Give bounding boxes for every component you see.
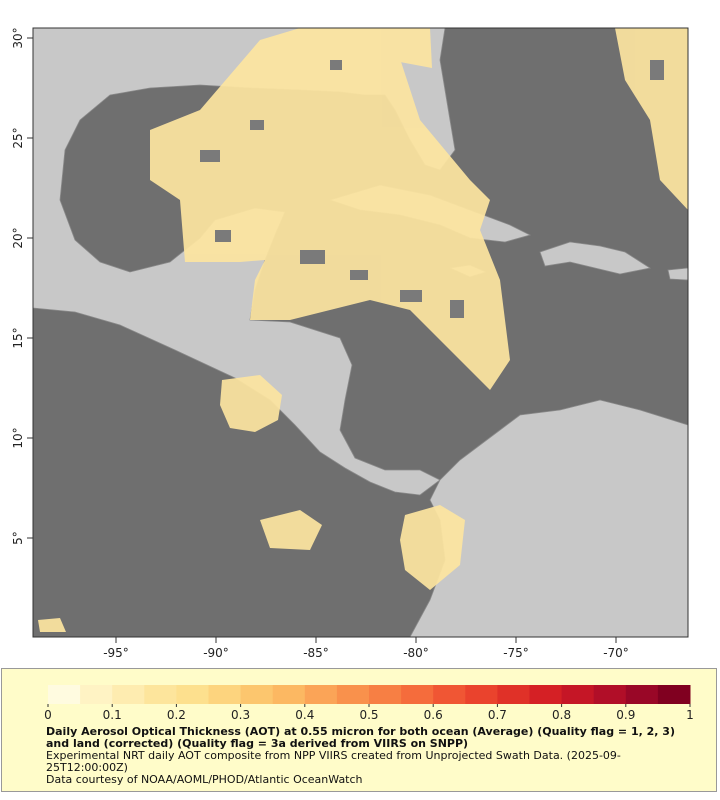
y-tick-label: 25° [11, 127, 25, 148]
colorbar-swatch [593, 685, 627, 704]
colorbar-swatch [272, 685, 306, 704]
colorbar-swatch [401, 685, 434, 704]
aot-pacific [220, 375, 282, 432]
legend-panel: 0 0.1 0.2 0.3 0.4 0.5 0.6 0.7 0.8 0.9 1 [1, 668, 717, 792]
map-layers [33, 28, 688, 637]
colorbar-swatch [529, 685, 563, 704]
x-tick-label: -90° [203, 646, 229, 660]
colorbar-swatch [561, 685, 595, 704]
colorbar-swatch [336, 685, 370, 704]
colorbar-swatch [208, 685, 242, 704]
colorbar-tick-label: 0.5 [359, 708, 378, 722]
colorbar-tick-label: 0.7 [488, 708, 507, 722]
axis-ticks: -95° -90° -85° -80° -75° -70° 5° 10° 15° 20° 25° 30… [11, 27, 629, 660]
colorbar-tick-label: 0.8 [552, 708, 571, 722]
colorbar-swatch [497, 685, 530, 704]
hispaniola [539, 241, 652, 275]
aot-east [615, 28, 688, 210]
aot-south-3 [38, 618, 66, 632]
colorbar-tick-label: 1 [686, 708, 694, 722]
colorbar-tick-label: 0.3 [231, 708, 250, 722]
colorbar-swatch [433, 685, 466, 704]
caption: Daily Aerosol Optical Thickness (AOT) at… [46, 726, 686, 786]
colorbar: 0 0.1 0.2 0.3 0.4 0.5 0.6 0.7 0.8 0.9 1 [44, 685, 694, 722]
map-panel: -95° -90° -85° -80° -75° -70° 5° 10° 15° 20° 25° 30… [11, 27, 689, 660]
x-tick-label: -80° [403, 646, 429, 660]
x-tick-label: -85° [303, 646, 329, 660]
colorbar-tick-label: 0.9 [616, 708, 635, 722]
caption-line: Experimental NRT daily AOT composite fro… [46, 749, 621, 774]
x-tick-label: -75° [503, 646, 529, 660]
colorbar-tick-label: 0.1 [103, 708, 122, 722]
aot-top [388, 28, 432, 68]
colorbar-tick-label: 0.4 [295, 708, 314, 722]
colorbar-swatch [176, 685, 209, 704]
y-tick-label: 5° [11, 531, 25, 545]
aot-south-2 [400, 505, 465, 590]
colorbar-swatch [304, 685, 338, 704]
caption-title: Daily Aerosol Optical Thickness (AOT) at… [46, 725, 675, 750]
colorbar-swatch [369, 685, 402, 704]
colorbar-swatch [625, 685, 659, 704]
colorbar-tick-label: 0.2 [167, 708, 186, 722]
aot-gaps [200, 60, 664, 318]
colorbar-swatch [144, 685, 177, 704]
y-tick-label: 20° [11, 227, 25, 248]
colorbar-swatch [240, 685, 274, 704]
colorbar-swatch [80, 685, 113, 704]
colorbar-tick-label: 0.6 [424, 708, 443, 722]
caption-line: Data courtesy of NOAA/AOML/PHOD/Atlantic… [46, 773, 363, 786]
map-frame [32, 27, 689, 638]
colorbar-swatch [112, 685, 145, 704]
colorbar-tick-label: 0 [44, 708, 52, 722]
y-tick-label: 10° [11, 427, 25, 448]
x-tick-label: -70° [603, 646, 629, 660]
colorbar-swatch [657, 685, 691, 704]
puerto-rico [667, 267, 688, 281]
y-tick-label: 30° [11, 27, 25, 48]
aot-south-1 [260, 510, 322, 550]
x-tick-label: -95° [103, 646, 129, 660]
colorbar-swatch [465, 685, 498, 704]
colorbar-swatch [48, 685, 81, 704]
y-tick-label: 15° [11, 327, 25, 348]
